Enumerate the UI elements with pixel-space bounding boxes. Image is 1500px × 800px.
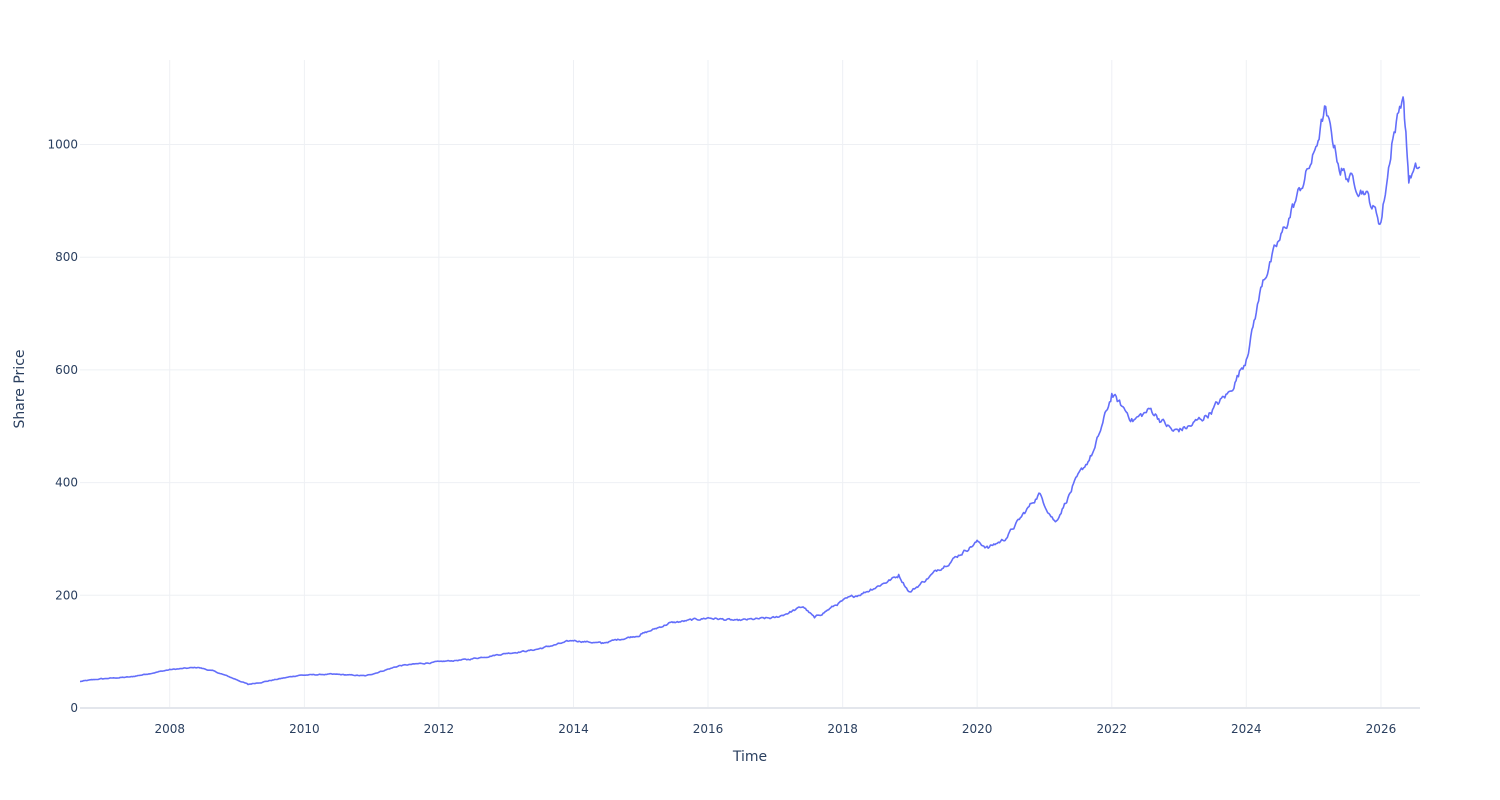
y-tick-label: 0 (70, 701, 78, 715)
y-tick-label: 800 (55, 250, 78, 264)
x-tick-label: 2012 (424, 722, 455, 736)
y-axis-ticks: 0 200 400 600 800 1000 (47, 138, 78, 715)
y-tick-label: 600 (55, 363, 78, 377)
x-tick-label: 2024 (1231, 722, 1262, 736)
x-tick-label: 2014 (558, 722, 589, 736)
x-tick-label: 2008 (154, 722, 185, 736)
y-tick-label: 200 (55, 588, 78, 602)
x-tick-label: 2016 (693, 722, 724, 736)
x-axis-title: Time (732, 749, 767, 765)
series-layer (80, 96, 1421, 686)
x-tick-label: 2026 (1366, 722, 1397, 736)
x-axis-ticks: 2008 2010 2012 2014 2016 2018 2020 2022 2024 2026 (154, 722, 1396, 736)
y-tick-label: 400 (55, 476, 78, 490)
x-tick-label: 2022 (1097, 722, 1128, 736)
grid-layer (80, 60, 1420, 709)
y-axis-title: Share Price (12, 349, 28, 428)
x-tick-label: 2018 (827, 722, 858, 736)
x-tick-label: 2020 (962, 722, 993, 736)
y-tick-label: 1000 (47, 138, 78, 152)
series-line (80, 96, 1421, 686)
x-tick-label: 2010 (289, 722, 320, 736)
